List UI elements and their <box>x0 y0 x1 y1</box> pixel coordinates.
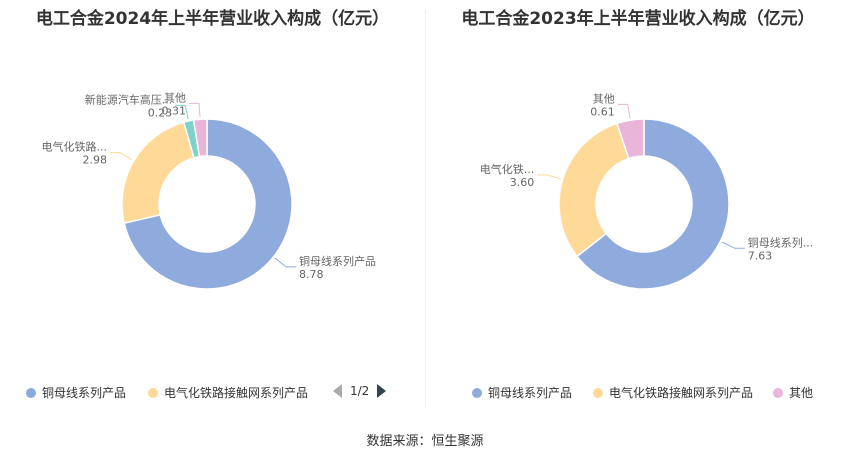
donut-chart-2023: 铜母线系列...7.63 电气化铁...3.60 其他0.61 <box>480 92 814 290</box>
slice-category-label: 铜母线系列... <box>748 235 814 249</box>
chart-panel-2024: 电工合金2024年上半年营业收入构成（亿元） 铜母线系列产品 8.78 电气化铁路.… <box>0 0 425 410</box>
label-leader-line <box>110 152 133 161</box>
legend-label: 电气化铁路接触网系列产品 <box>609 386 754 400</box>
chart-title-2023: 电工合金2023年上半年营业收入构成（亿元） <box>461 9 815 29</box>
slice-category-label: 电气化铁路... <box>42 140 108 154</box>
donut-slice[interactable] <box>123 118 293 290</box>
donut-slice[interactable] <box>121 121 195 225</box>
legend-item-railway[interactable]: 电气化铁路接触网系列产品 <box>593 384 753 401</box>
legend-label: 其他 <box>789 386 814 400</box>
chart-panel-2023: 电工合金2023年上半年营业收入构成（亿元） 铜母线系列... 7.63 电气化铁.… <box>426 0 850 410</box>
slice-category-label: 铜母线系列产品 <box>299 254 376 268</box>
slice-category-label: 新能源汽车高压... <box>85 92 173 106</box>
legend-page-indicator: 1/2 <box>350 384 370 398</box>
chart-title-2024: 电工合金2024年上半年营业收入构成（亿元） <box>35 9 390 29</box>
legend-label: 电气化铁路接触网系列产品 <box>164 386 309 400</box>
slice-value-label: 7.63 <box>748 249 773 262</box>
legend-label: 铜母线系列产品 <box>42 386 127 400</box>
label-leader-line <box>537 174 561 180</box>
slice-value-label: 0.31 <box>162 104 187 117</box>
panel-divider <box>425 10 426 408</box>
label-leader-line <box>721 241 745 249</box>
legend-item-railway[interactable]: 电气化铁路接触网系列产品 <box>148 384 308 401</box>
donut-slice[interactable] <box>192 118 208 158</box>
legend-dot <box>472 387 482 398</box>
label-leader-line <box>175 104 189 120</box>
label-leader-line <box>274 257 297 268</box>
legend-label: 铜母线系列产品 <box>488 386 573 400</box>
data-source-footer: 数据来源：恒生聚源 <box>366 434 484 449</box>
slice-value-label: 0.61 <box>590 105 615 118</box>
slice-value-label: 0.23 <box>148 106 173 119</box>
donut-slice[interactable] <box>616 118 645 160</box>
legend-prev-arrow-icon[interactable] <box>333 384 342 398</box>
slice-category-label: 其他 <box>593 92 615 105</box>
legend-next-arrow-icon[interactable] <box>377 384 387 398</box>
legend-item-copper-busbar[interactable]: 铜母线系列产品 <box>26 384 126 401</box>
legend-item-copper-busbar[interactable]: 铜母线系列产品 <box>472 384 572 401</box>
slice-value-label: 3.60 <box>510 176 535 189</box>
legend-dot <box>773 387 783 398</box>
donut-slice[interactable] <box>575 118 730 290</box>
legend-dot <box>593 387 603 398</box>
slice-category-label: 其他 <box>164 91 186 104</box>
legend-dot <box>148 387 158 398</box>
slice-value-label: 2.98 <box>83 154 108 167</box>
legend-dot <box>26 387 36 398</box>
label-leader-line <box>617 103 631 119</box>
slice-value-label: 8.78 <box>299 268 324 281</box>
legend-pager: 1/2 <box>333 384 387 398</box>
donut-slice[interactable] <box>558 122 630 258</box>
legend-item-other[interactable]: 其他 <box>773 384 813 401</box>
slice-category-label: 电气化铁... <box>480 162 535 176</box>
label-leader-line <box>189 102 201 118</box>
